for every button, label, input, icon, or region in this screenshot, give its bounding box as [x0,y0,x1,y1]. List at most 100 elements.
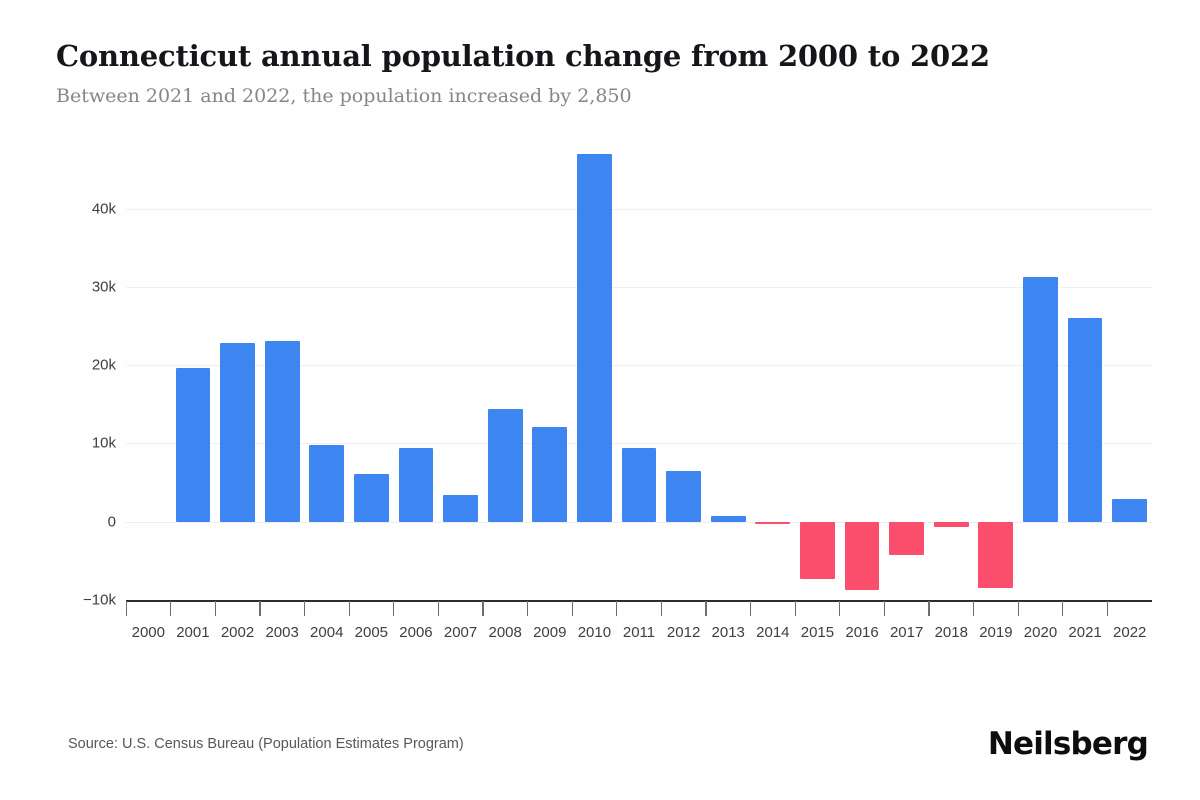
bar-slot[interactable] [1107,150,1152,670]
bar[interactable] [353,474,389,522]
x-tick-mark [794,601,796,616]
x-axis-tick-label: 2009 [533,624,567,641]
x-axis-tick-label: 2018 [934,624,968,641]
bar[interactable] [889,521,925,556]
x-tick-mark [303,601,306,616]
bar-slot[interactable] [438,150,483,670]
x-axis-tick-label: 2016 [845,624,879,641]
chart-subtitle: Between 2021 and 2022, the population in… [56,85,632,108]
bar-slot[interactable] [974,150,1019,670]
gridline [126,365,1152,367]
x-axis-tick-label: 2000 [131,624,165,641]
x-axis-tick-label: 2003 [265,624,299,641]
bar-slot[interactable] [215,150,260,670]
x-tick-slot [259,601,305,617]
bar-slot[interactable] [751,150,796,670]
bar-slot[interactable] [661,150,706,670]
bar[interactable] [1023,276,1058,522]
x-tick-slot [794,601,840,617]
x-tick-slot [571,601,617,617]
bar[interactable] [398,447,434,522]
x-tick-mark [1017,601,1019,616]
x-axis-tick-label: 2004 [310,624,344,641]
y-axis: 40k 30k 20k 10k 0 −10k [60,150,116,670]
x-tick-slot [660,601,706,617]
x-tick-mark [1106,601,1109,616]
bar-slot[interactable] [394,150,439,670]
y-axis-tick-label: 40k [91,200,116,218]
x-tick-slot [883,601,929,617]
x-tick-mark [616,601,618,616]
bars-layer [126,150,1152,670]
bar-slot[interactable] [929,150,974,670]
bar[interactable] [1112,499,1148,522]
bar-slot[interactable] [706,150,751,670]
bar[interactable] [443,495,478,522]
chart-header: Connecticut annual population change fro… [56,39,1146,108]
x-axis-tick-label: 2007 [443,624,478,641]
bar-slot[interactable] [171,150,216,670]
x-tick-slot [214,601,260,617]
chart-title: Connecticut annual population change fro… [56,39,990,73]
bar[interactable] [577,153,612,522]
x-tick-mark [839,601,841,616]
x-tick-mark [348,601,350,616]
x-tick-mark [928,601,930,616]
bar-slot[interactable] [483,150,528,670]
bar[interactable] [844,521,880,590]
x-axis-tick-label: 2017 [889,624,924,641]
source-note: Source: U.S. Census Bureau (Population E… [68,736,464,752]
bar-slot[interactable] [1063,150,1108,670]
bar-slot[interactable] [126,150,171,670]
bar-slot[interactable] [795,150,840,670]
x-axis-tick-label: 2022 [1113,624,1147,641]
x-tick-mark [393,601,395,616]
bar[interactable] [1067,318,1103,522]
bar[interactable] [264,341,300,522]
bar-slot[interactable] [260,150,305,670]
x-axis-line [126,600,1152,602]
x-axis-tick-label: 2019 [979,624,1013,641]
x-axis-tick-label: 2015 [800,624,835,641]
x-tick-mark [571,601,573,616]
bar[interactable] [220,343,255,522]
bar[interactable] [621,448,657,522]
x-tick-mark [482,601,484,616]
bar-slot[interactable] [349,150,394,670]
bar[interactable] [666,470,701,522]
x-tick-slot [1062,601,1108,617]
bar[interactable] [532,427,568,522]
bar-slot[interactable] [1018,150,1063,670]
bar[interactable] [800,521,835,579]
x-axis-tick-label: 2002 [220,624,255,641]
x-tick-slot [348,601,394,617]
bar-slot[interactable] [572,150,617,670]
bar-slot[interactable] [304,150,349,670]
bar[interactable] [309,445,345,522]
bar[interactable] [978,521,1014,589]
bar[interactable] [487,409,523,522]
bar-slot[interactable] [840,150,885,670]
bar[interactable] [755,521,791,524]
x-axis-tick-label: 2008 [488,624,522,641]
bar[interactable] [933,521,969,528]
gridline [126,521,1152,523]
x-axis-tick-label: 2006 [399,624,433,641]
bar-slot[interactable] [884,150,929,670]
x-tick-slot [1017,601,1063,617]
x-tick-slot [125,601,171,617]
gridline [126,286,1152,288]
bar-slot[interactable] [617,150,662,670]
bar[interactable] [175,368,211,522]
x-tick-slot [303,601,349,617]
x-tick-mark [259,601,261,616]
x-axis-tick-label: 2021 [1068,624,1102,641]
x-axis-labels: 2000 2001 2002 2003 2004 2005 2006 2007 2008 2009… [126,624,1152,648]
x-tick-slot [928,601,974,617]
x-tick-mark [125,601,127,616]
chart-footer: Source: U.S. Census Bureau (Population E… [0,710,1200,800]
x-tick-mark [660,601,662,616]
bar[interactable] [710,516,746,522]
y-axis-tick-label: 30k [91,278,116,296]
bar-slot[interactable] [527,150,572,670]
